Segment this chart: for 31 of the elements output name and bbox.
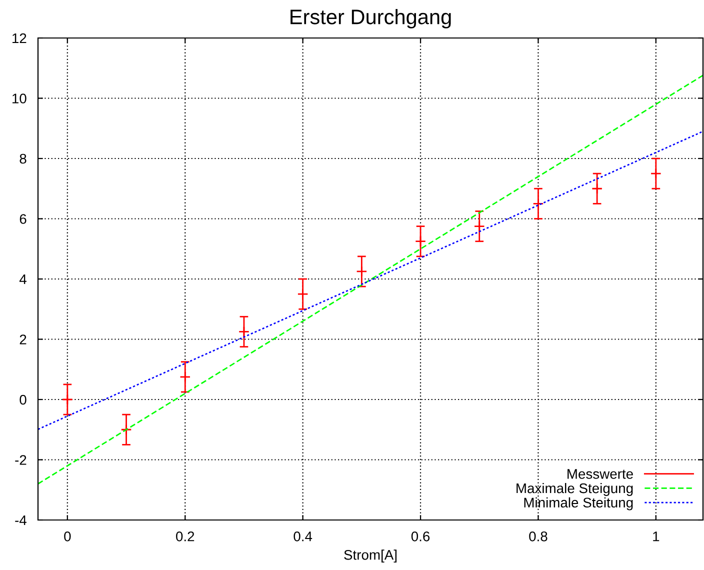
x-tick-label: 0.8: [529, 531, 548, 542]
x-tick-label: 0.6: [411, 531, 430, 542]
y-tick-label: 10: [12, 94, 26, 104]
x-axis-title: Strom[A]: [344, 550, 397, 563]
y-tick-label: 8: [20, 154, 26, 164]
point: [238, 326, 250, 338]
y-tick-label: 6: [20, 214, 26, 224]
legend-label: Minimale Steitung: [524, 497, 633, 510]
x-tick-label: 0.2: [176, 531, 194, 542]
point: [650, 168, 662, 180]
point: [474, 220, 485, 232]
point: [414, 236, 426, 247]
legend-label: Messwerte: [568, 469, 633, 479]
x-tick-label: 0: [64, 531, 71, 542]
point: [180, 371, 191, 382]
y-tick-label: -4: [15, 515, 26, 526]
y-tick-label: -2: [15, 455, 26, 465]
y-tick-label: 2: [20, 334, 26, 344]
point: [532, 198, 544, 210]
x-tick-label: 0.4: [294, 531, 312, 542]
point: [592, 183, 603, 194]
point: [356, 266, 368, 278]
y-tick-label: 0: [20, 394, 26, 405]
y-tick-label: 12: [12, 33, 26, 44]
x-tick-label: 1: [653, 532, 660, 542]
point: [62, 394, 73, 406]
y-tick-label: 4: [19, 274, 26, 284]
point: [120, 424, 132, 436]
chart-title: Erster Durchgang: [290, 9, 451, 28]
point: [297, 288, 308, 300]
legend-label: Maximale Steigung: [516, 482, 633, 496]
